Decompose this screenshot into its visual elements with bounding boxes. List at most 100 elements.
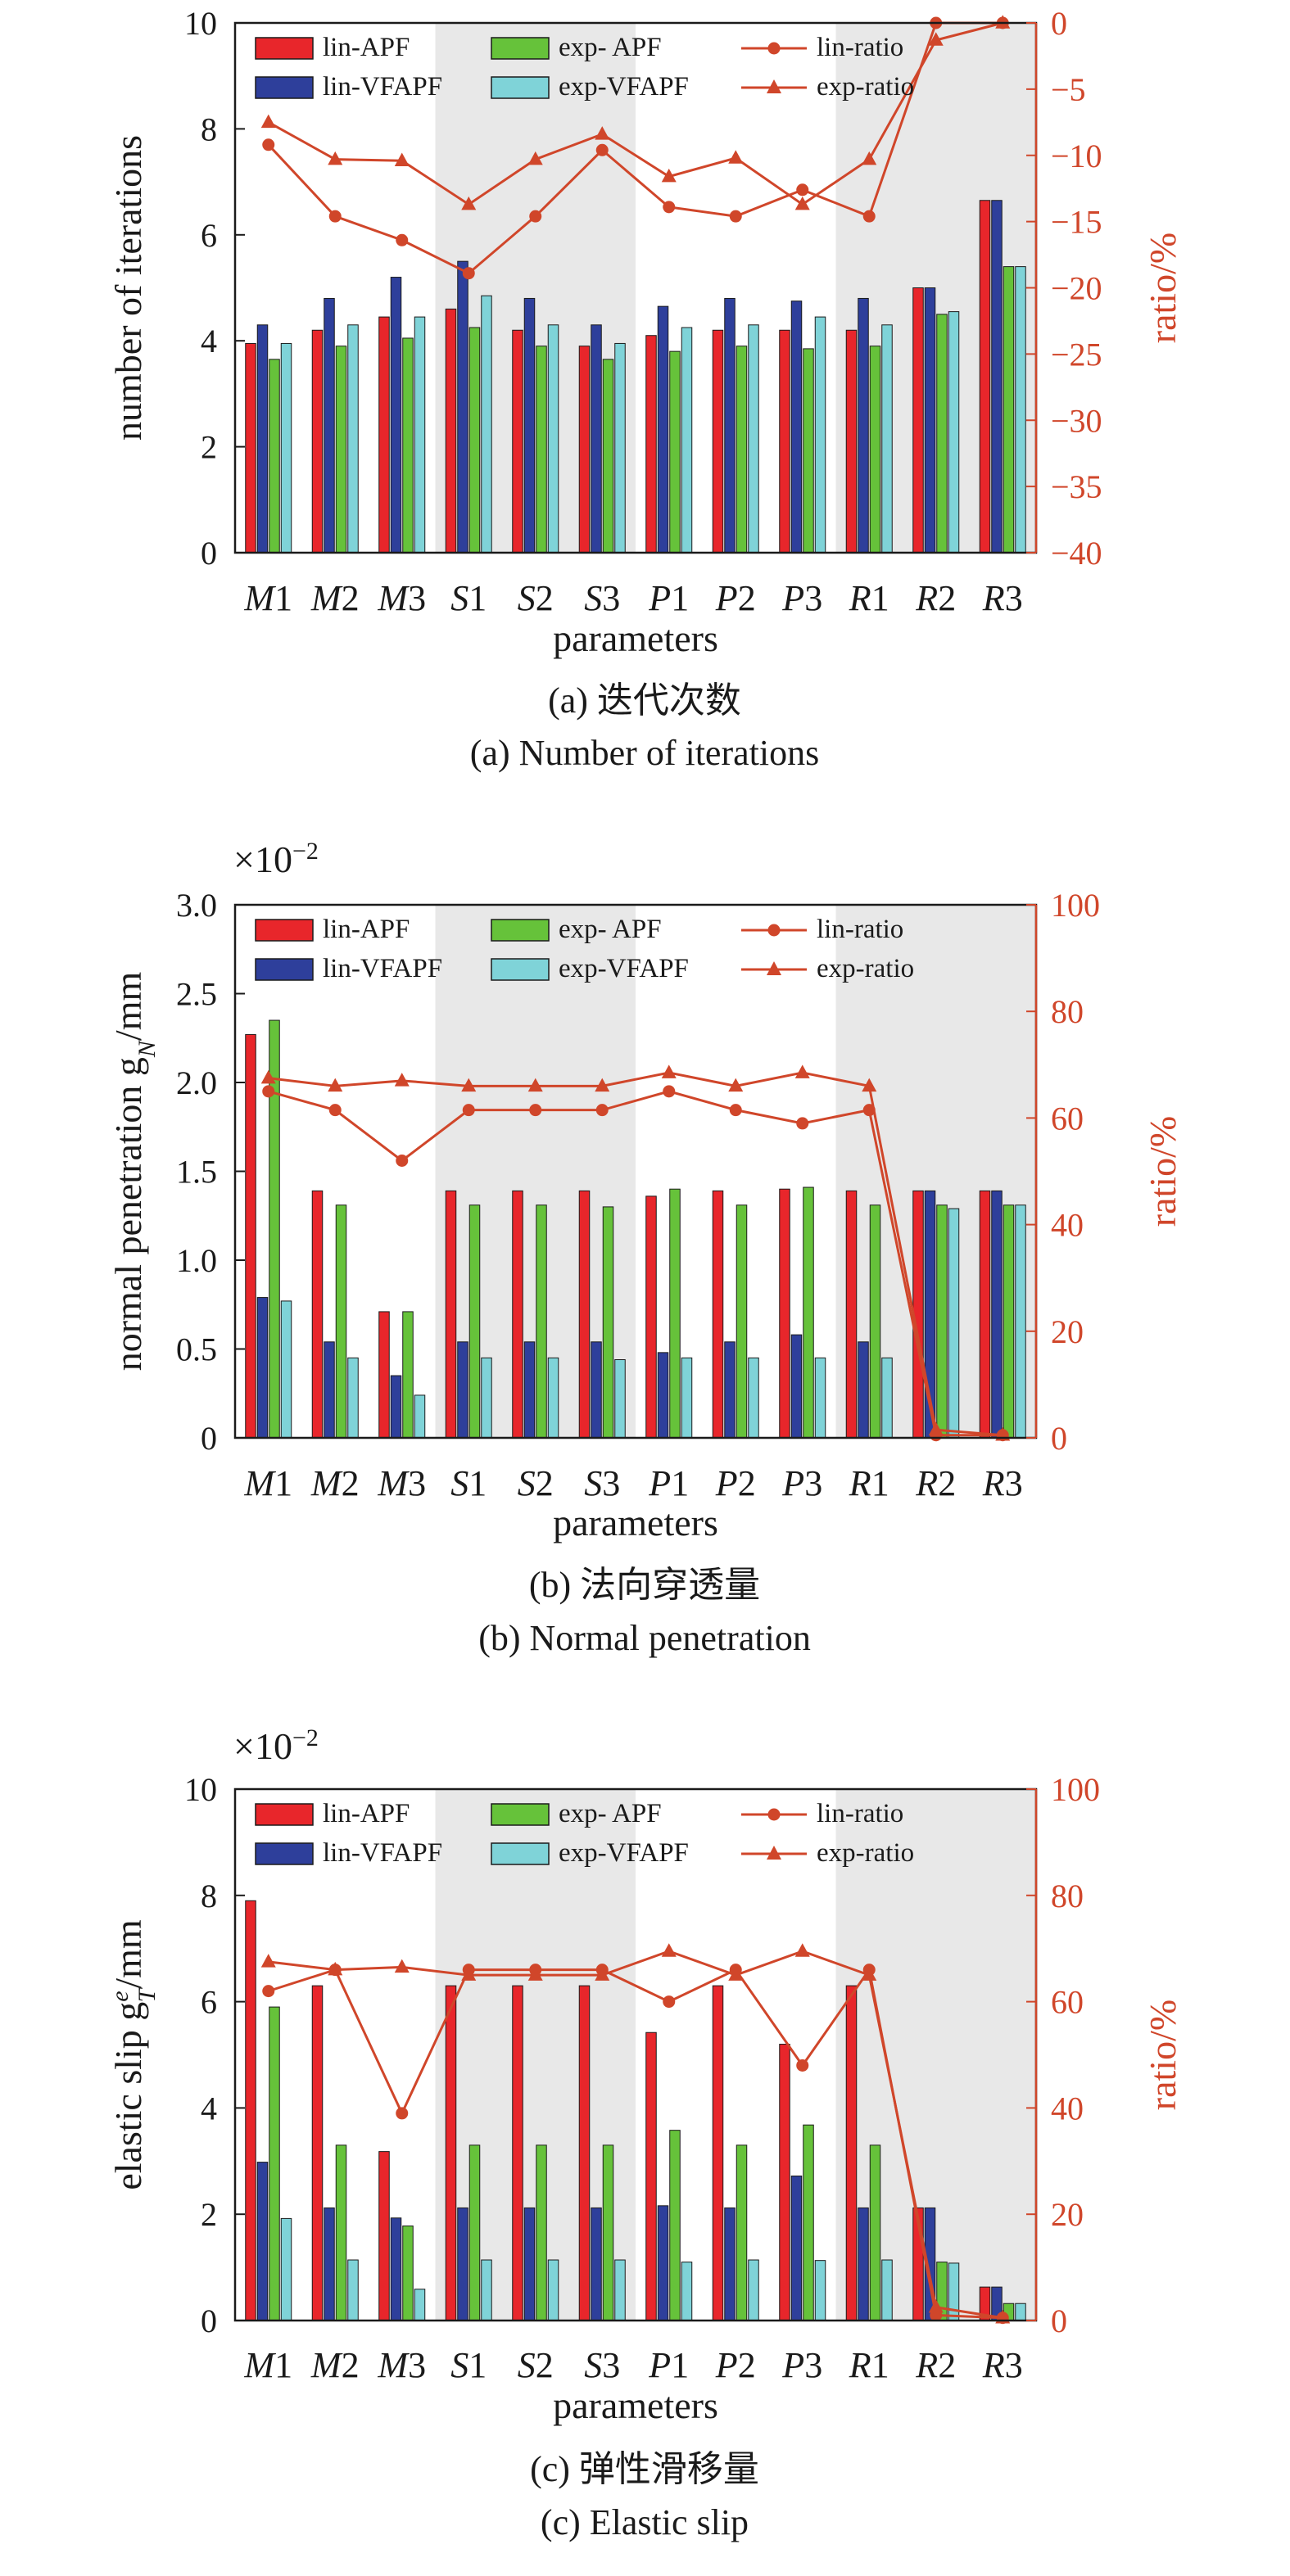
legend-label: exp- APF: [559, 915, 662, 944]
exponent-power: −2: [292, 1724, 319, 1751]
exponent-label: ×10−2: [233, 838, 319, 881]
ratio-marker-lin-ratio-M3: [396, 1154, 409, 1167]
legend-label: lin-ratio: [817, 1799, 903, 1828]
bar-exp-APF-M2: [335, 2144, 347, 2321]
ratio-marker-lin-ratio-P1: [663, 1085, 676, 1098]
bar-exp-APF-R3: [1003, 1204, 1015, 1439]
right-tick-label: 40: [1051, 1207, 1084, 1244]
ratio-marker-exp-ratio-S2: [527, 1078, 543, 1092]
bar-exp-VFAPF-M2: [347, 2259, 359, 2321]
ratio-marker-exp-ratio-R1: [862, 151, 877, 165]
legend-item-lin-VFAPF: lin-VFAPF: [255, 954, 442, 983]
left-tick-label: 6: [201, 217, 217, 254]
ratio-marker-exp-ratio-S3: [595, 126, 610, 140]
legend-item-exp-ratio: exp-ratio: [741, 1838, 914, 1868]
ratio-marker-exp-ratio-M3: [394, 1073, 410, 1087]
ratio-marker-lin-ratio-M2: [328, 210, 342, 223]
caption-cn: (b) 法向穿透量: [529, 1565, 760, 1605]
bar-exp-APF-P2: [736, 2144, 748, 2321]
bar-lin-APF-R3: [979, 200, 991, 554]
shaded-region-R: [835, 1789, 1036, 2321]
caption-cn: (a) 迭代次数: [548, 680, 741, 721]
ratio-marker-lin-ratio-M2: [328, 1104, 342, 1117]
shaded-region-R: [835, 905, 1036, 1438]
bar-lin-VFAPF-P3: [790, 2175, 803, 2321]
bar-lin-APF-S3: [578, 1190, 591, 1439]
bar-lin-VFAPF-R2: [924, 287, 936, 554]
bar-lin-APF-M2: [311, 1190, 324, 1439]
category-label-M2: M2: [310, 578, 360, 618]
bar-exp-VFAPF-P1: [681, 1357, 693, 1439]
category-letter: S: [518, 2345, 536, 2385]
left-tick-label: 6: [201, 1984, 217, 2021]
bar-lin-VFAPF-R1: [858, 2207, 869, 2321]
ratio-marker-exp-ratio-M1: [260, 114, 276, 129]
right-tick-label: −15: [1051, 204, 1102, 241]
legend-swatch: [491, 37, 550, 60]
bar-lin-VFAPF-S3: [591, 1341, 602, 1439]
bar-lin-APF-M1: [245, 1900, 256, 2321]
category-letter: R: [982, 578, 1005, 618]
category-letter: R: [849, 2345, 871, 2385]
category-letter: P: [781, 2345, 804, 2385]
category-letter: S: [584, 1463, 602, 1503]
category-letter: R: [915, 2345, 938, 2385]
bar-exp-APF-S1: [468, 327, 481, 554]
legend-swatch: [255, 37, 314, 60]
bar-exp-APF-S2: [536, 1204, 547, 1439]
bar-lin-VFAPF-S2: [523, 297, 536, 554]
bar-lin-VFAPF-M3: [390, 2217, 402, 2321]
category-letter: M: [310, 2345, 343, 2385]
bar-lin-APF-R1: [845, 1190, 858, 1439]
bar-lin-VFAPF-R3: [991, 200, 1003, 554]
legend-swatch: [255, 919, 314, 942]
bar-lin-VFAPF-P2: [724, 297, 736, 554]
bar-exp-VFAPF-S2: [547, 324, 559, 554]
bar-exp-VFAPF-P2: [748, 324, 759, 554]
bar-exp-VFAPF-R2: [948, 2262, 960, 2321]
bar-exp-VFAPF-S3: [614, 1359, 626, 1439]
bar-exp-VFAPF-S1: [481, 1357, 492, 1439]
bar-lin-VFAPF-P1: [657, 2205, 669, 2321]
legend-label: exp- APF: [559, 33, 662, 62]
legend-swatch: [491, 76, 550, 99]
ratio-marker-lin-ratio-R1: [862, 210, 876, 223]
ratio-marker-exp-ratio-P2: [728, 1967, 744, 1981]
category-letter: P: [648, 2345, 671, 2385]
legend-swatch: [255, 958, 314, 981]
bar-lin-VFAPF-M1: [256, 2162, 269, 2321]
bar-lin-VFAPF-P2: [724, 1341, 736, 1439]
category-number: 1: [468, 2345, 487, 2385]
left-tick-label: 1.0: [176, 1242, 217, 1279]
legend-marker-triangle: [767, 1846, 781, 1860]
category-number: 1: [468, 1463, 487, 1503]
category-number: 1: [671, 2345, 689, 2385]
bar-lin-APF-P2: [712, 1985, 724, 2321]
bar-exp-VFAPF-P3: [814, 2260, 826, 2321]
bar-exp-APF-R2: [936, 1204, 948, 1439]
legend-label: lin-VFAPF: [323, 72, 442, 102]
ratio-marker-lin-ratio-M3: [396, 233, 409, 246]
bar-exp-VFAPF-S2: [547, 1357, 559, 1439]
x-axis-label: parameters: [553, 2384, 718, 2426]
category-letter: P: [715, 2345, 738, 2385]
bar-lin-APF-M2: [311, 1985, 324, 2321]
right-tick-label: 20: [1051, 1313, 1084, 1350]
ratio-marker-exp-ratio-S2: [527, 151, 543, 165]
ratio-marker-exp-ratio-S2: [527, 1967, 543, 1981]
category-number: 1: [871, 2345, 889, 2385]
bar-lin-APF-S2: [512, 1190, 523, 1439]
legend-swatch: [491, 958, 550, 981]
bar-exp-APF-M1: [269, 2006, 280, 2321]
bar-exp-VFAPF-S1: [481, 295, 492, 554]
category-label-R2: R2: [915, 2345, 956, 2385]
left-tick-label: 0: [201, 535, 217, 572]
category-letter: M: [310, 1463, 343, 1503]
ratio-line-exp-ratio: [268, 21, 1003, 206]
bar-lin-VFAPF-S2: [523, 1341, 536, 1439]
category-label-R2: R2: [915, 1463, 956, 1503]
bar-exp-VFAPF-P3: [814, 1357, 826, 1439]
ratio-marker-exp-ratio-R2: [928, 1421, 944, 1435]
ratio-marker-exp-ratio-R1: [862, 1078, 877, 1092]
